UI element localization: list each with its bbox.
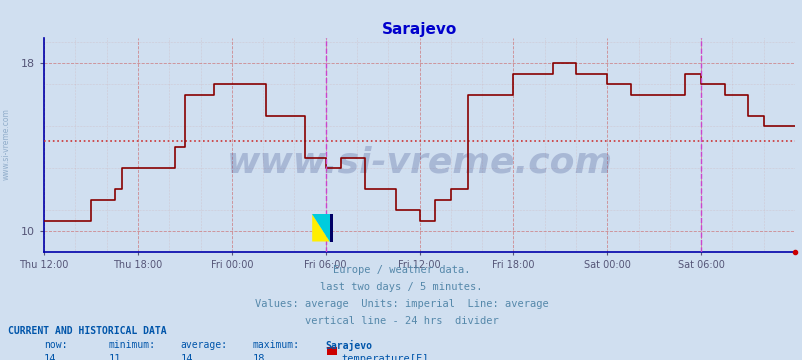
Text: CURRENT AND HISTORICAL DATA: CURRENT AND HISTORICAL DATA xyxy=(8,326,167,336)
Text: Sarajevo: Sarajevo xyxy=(325,340,372,351)
Text: 14: 14 xyxy=(44,354,57,360)
Text: Values: average  Units: imperial  Line: average: Values: average Units: imperial Line: av… xyxy=(254,299,548,309)
Text: vertical line - 24 hrs  divider: vertical line - 24 hrs divider xyxy=(304,316,498,327)
Title: Sarajevo: Sarajevo xyxy=(382,22,456,37)
Text: Europe / weather data.: Europe / weather data. xyxy=(332,265,470,275)
Text: www.si-vreme.com: www.si-vreme.com xyxy=(2,108,11,180)
Text: www.si-vreme.com: www.si-vreme.com xyxy=(226,145,612,179)
Text: 18: 18 xyxy=(253,354,265,360)
Text: temperature[F]: temperature[F] xyxy=(341,354,428,360)
Text: 11: 11 xyxy=(108,354,121,360)
Text: now:: now: xyxy=(44,340,67,350)
Text: last two days / 5 minutes.: last two days / 5 minutes. xyxy=(320,282,482,292)
Polygon shape xyxy=(312,214,330,242)
Text: maximum:: maximum: xyxy=(253,340,300,350)
Text: average:: average: xyxy=(180,340,228,350)
Bar xyxy=(330,214,333,242)
Polygon shape xyxy=(312,214,330,242)
Text: minimum:: minimum: xyxy=(108,340,156,350)
Text: 14: 14 xyxy=(180,354,193,360)
